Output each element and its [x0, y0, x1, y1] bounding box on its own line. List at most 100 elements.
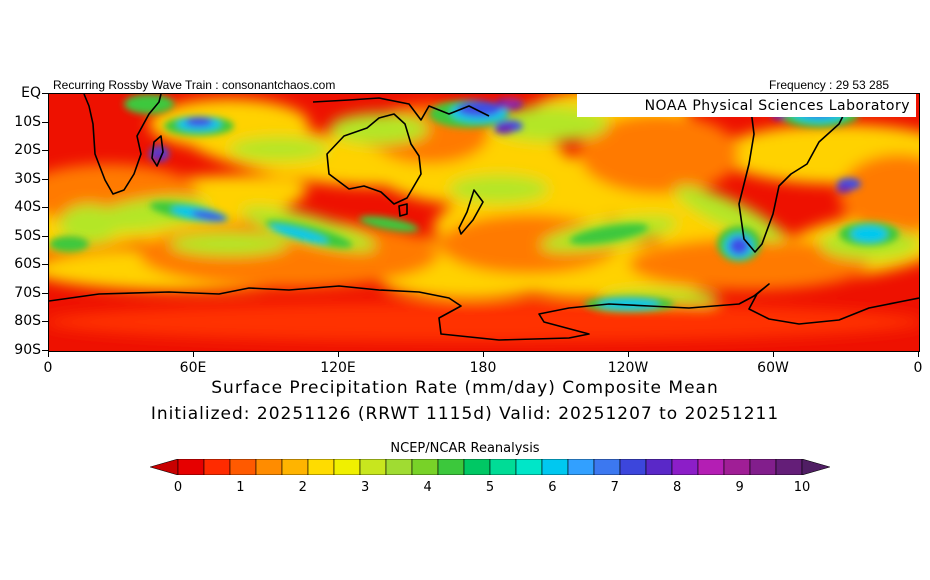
lon-tick [483, 351, 484, 357]
lat-tick [42, 150, 48, 152]
precip-blob [191, 210, 227, 222]
colorbar-segment [723, 458, 751, 476]
colorbar-segment [619, 458, 647, 476]
precip-blob [579, 114, 739, 194]
precip-blob [185, 117, 213, 127]
colorbar-segment [255, 458, 283, 476]
lat-label-60s: 60S [14, 256, 41, 273]
colorbar-segment [697, 458, 725, 476]
colorbar-label-10: 10 [793, 480, 811, 495]
colorbar [148, 458, 832, 476]
precip-blob [457, 101, 501, 117]
colorbar-svg [148, 458, 832, 476]
colorbar-segment [229, 458, 257, 476]
precip-blob [359, 216, 419, 232]
precip-blob [49, 236, 89, 252]
precip-blob [629, 238, 869, 290]
header-right-label: Frequency : 29 53 285 [769, 78, 890, 92]
colorbar-segment [671, 458, 699, 476]
colorbar-segment [567, 458, 595, 476]
header-left-label: Recurring Rossby Wave Train : consonantc… [53, 78, 336, 92]
lat-tick [42, 178, 48, 180]
precip-blob [836, 185, 852, 193]
colorbar-segment [359, 458, 387, 476]
precip-blob [49, 302, 919, 342]
colorbar-segment [203, 458, 231, 476]
colorbar-segment [645, 458, 673, 476]
colorbar-segment [411, 458, 439, 476]
madagascar-coastline [151, 135, 164, 167]
lat-label-30s: 30S [14, 170, 41, 187]
lon-label-60w: 60W [757, 360, 789, 376]
colorbar-segment [437, 458, 465, 476]
colorbar-segment [749, 458, 777, 476]
colorbar-under-arrow [148, 458, 179, 476]
precip-blob [569, 223, 649, 245]
precip-blob [59, 204, 119, 244]
colorbar-segment [307, 458, 335, 476]
lat-label-90s: 90S [14, 342, 41, 358]
lat-label-40s: 40S [14, 199, 41, 216]
lat-label-10s: 10S [14, 113, 41, 130]
antarctica-coastline [49, 283, 919, 341]
lat-label-70s: 70S [14, 284, 41, 301]
lon-label-0: 0 [913, 360, 923, 376]
lon-tick [48, 351, 49, 357]
lon-label-120e: 120E [320, 360, 356, 376]
lon-label-0: 0 [43, 360, 53, 376]
colorbar-segment [463, 458, 491, 476]
precipitation-map-svg [49, 94, 919, 351]
precip-blob [169, 232, 289, 256]
colorbar-label-8: 8 [673, 480, 682, 495]
lat-label-20s: 20S [14, 142, 41, 159]
south-america-coastline [738, 94, 850, 253]
colorbar-segment [177, 458, 205, 476]
lat-tick [42, 93, 48, 94]
australia-coastline [326, 113, 422, 205]
lon-tick [773, 351, 774, 357]
colorbar-segment [593, 458, 621, 476]
lat-tick [42, 292, 48, 294]
lon-tick [918, 351, 919, 357]
colorbar-label-2: 2 [298, 480, 307, 495]
colorbar-segment [281, 458, 309, 476]
data-source-label: NCEP/NCAR Reanalysis [390, 441, 540, 456]
title-line-1: Surface Precipitation Rate (mm/day) Comp… [211, 378, 719, 398]
coastlines [49, 94, 919, 341]
lat-tick [42, 235, 48, 237]
precip-blob [494, 124, 514, 134]
colorbar-label-3: 3 [361, 480, 370, 495]
colorbar-label-1: 1 [236, 480, 245, 495]
precip-blob [449, 175, 549, 203]
lat-tick [42, 207, 48, 209]
colorbar-segment [515, 458, 543, 476]
new-zealand-coastline [458, 189, 484, 235]
indonesia-coastline [312, 97, 490, 121]
colorbar-over-arrow [801, 458, 832, 476]
lat-label-eq: EQ [21, 85, 41, 101]
precip-blob [851, 226, 887, 242]
precipitation-map [48, 93, 920, 352]
precip-blob [503, 98, 519, 106]
africa-coastline [83, 94, 162, 195]
colorbar-segment [385, 458, 413, 476]
lat-tick [42, 121, 48, 123]
lon-tick [338, 351, 339, 357]
precip-blob [229, 137, 329, 161]
lon-label-120w: 120W [607, 360, 649, 376]
lat-label-50s: 50S [14, 227, 41, 244]
precip-blob [329, 113, 429, 145]
lat-tick [42, 321, 48, 323]
precip-blob [839, 154, 919, 234]
lon-tick [628, 351, 629, 357]
precip-blob [269, 224, 329, 244]
lat-tick [42, 264, 48, 266]
lat-label-80s: 80S [14, 313, 41, 330]
precip-blob [729, 237, 749, 255]
colorbar-label-5: 5 [485, 480, 495, 495]
colorbar-segment [489, 458, 517, 476]
colorbar-segment [541, 458, 569, 476]
colorbar-label-6: 6 [548, 480, 557, 495]
lon-label-60e: 60E [179, 360, 207, 376]
colorbar-label-7: 7 [610, 480, 619, 495]
